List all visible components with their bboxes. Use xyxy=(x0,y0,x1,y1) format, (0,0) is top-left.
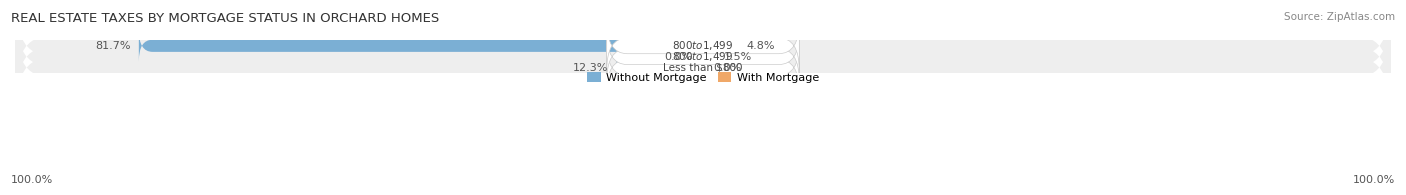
Text: 0.0%: 0.0% xyxy=(665,52,693,62)
Text: 100.0%: 100.0% xyxy=(11,175,53,185)
FancyBboxPatch shape xyxy=(616,52,704,83)
Text: 4.8%: 4.8% xyxy=(747,41,775,51)
FancyBboxPatch shape xyxy=(606,43,800,92)
Text: 100.0%: 100.0% xyxy=(1353,175,1395,185)
Text: 1.5%: 1.5% xyxy=(724,52,752,62)
FancyBboxPatch shape xyxy=(606,21,800,70)
FancyBboxPatch shape xyxy=(606,32,800,81)
Text: Less than $800: Less than $800 xyxy=(664,63,742,73)
Text: 12.3%: 12.3% xyxy=(572,63,607,73)
Text: REAL ESTATE TAXES BY MORTGAGE STATUS IN ORCHARD HOMES: REAL ESTATE TAXES BY MORTGAGE STATUS IN … xyxy=(11,12,440,25)
FancyBboxPatch shape xyxy=(139,30,704,61)
Text: Source: ZipAtlas.com: Source: ZipAtlas.com xyxy=(1284,12,1395,22)
Legend: Without Mortgage, With Mortgage: Without Mortgage, With Mortgage xyxy=(582,68,824,88)
Text: 81.7%: 81.7% xyxy=(96,41,131,51)
FancyBboxPatch shape xyxy=(702,41,716,72)
FancyBboxPatch shape xyxy=(15,1,1391,90)
FancyBboxPatch shape xyxy=(15,12,1391,101)
FancyBboxPatch shape xyxy=(15,23,1391,112)
FancyBboxPatch shape xyxy=(702,30,738,61)
Text: $800 to $1,499: $800 to $1,499 xyxy=(672,39,734,52)
Text: $800 to $1,499: $800 to $1,499 xyxy=(672,50,734,63)
Text: 0.0%: 0.0% xyxy=(713,63,741,73)
